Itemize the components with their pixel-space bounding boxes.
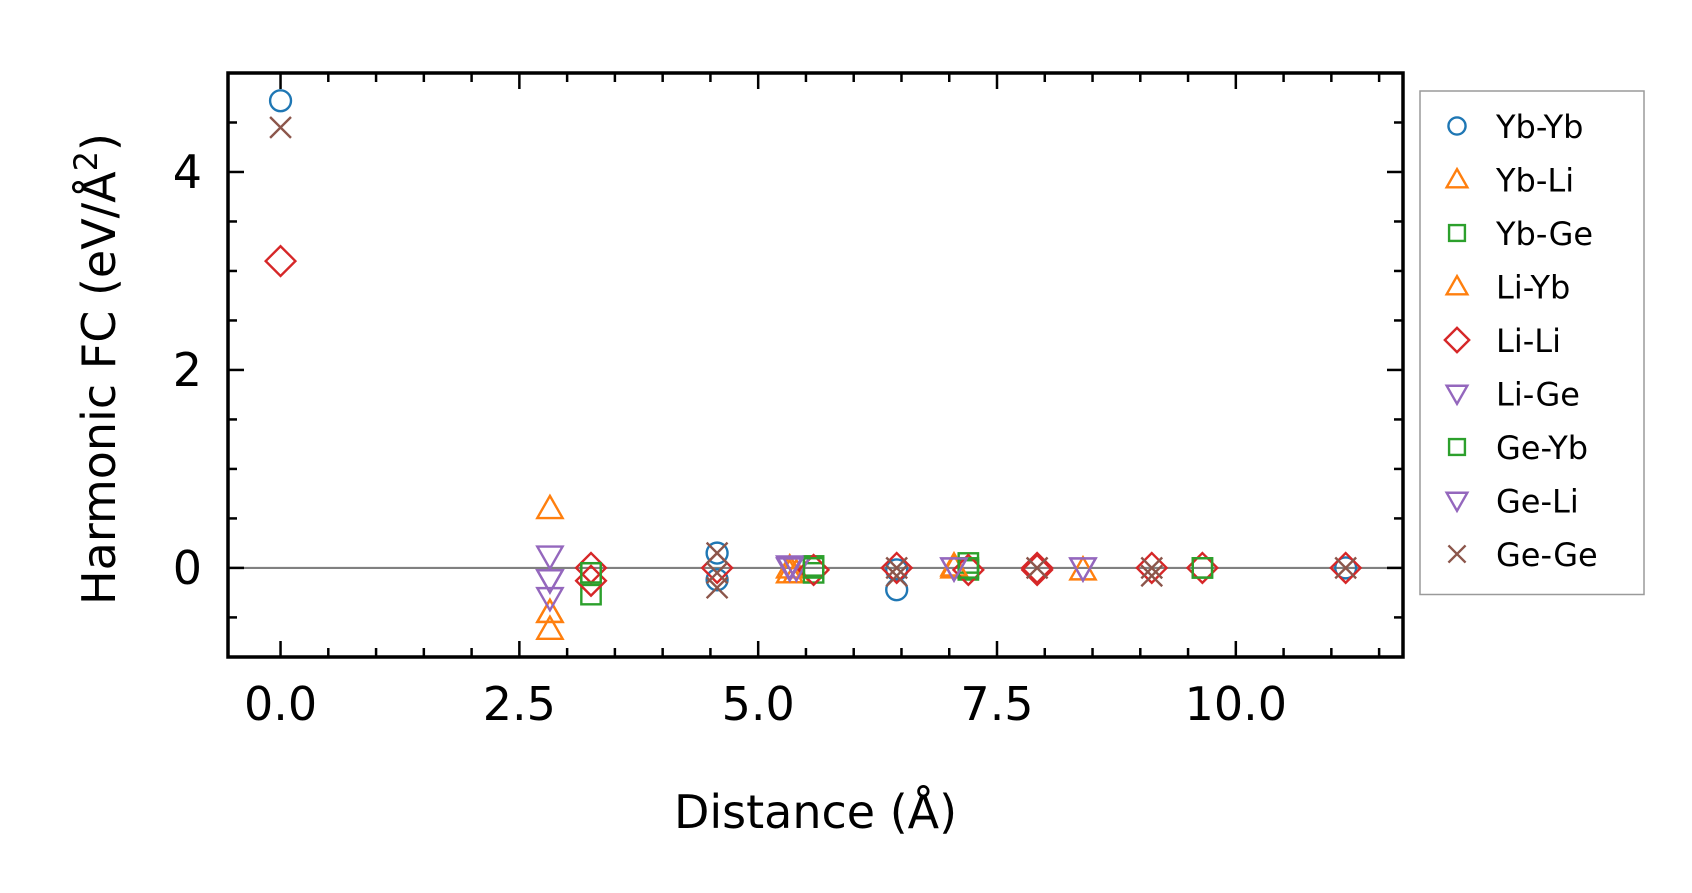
- x-tick-labels: 0.0 2.5 5.0 7.5 10.0: [244, 677, 1287, 731]
- legend-item-yb-li: Yb-Li: [1444, 162, 1574, 200]
- y-tick-labels: 0 2 4: [173, 145, 202, 595]
- series-yb-yb: [268, 89, 1358, 602]
- legend-marker-ge-ge: [1447, 544, 1467, 564]
- point-li-li: [880, 551, 914, 585]
- series-ge-li: [535, 557, 1098, 595]
- legend-marker-yb-ge: [1447, 223, 1467, 243]
- axis-ticks-layer: [228, 73, 1403, 657]
- point-ge-yb: [580, 561, 602, 584]
- legend-marker-li-ge: [1444, 384, 1470, 407]
- legend-item-ge-ge: Ge-Ge: [1447, 536, 1598, 574]
- point-yb-li: [535, 614, 565, 640]
- point-ge-ge: [1025, 556, 1049, 580]
- point-yb-yb: [705, 568, 729, 592]
- legend-marker-li-li: [1443, 326, 1471, 354]
- legend: Yb-Yb Yb-Li Yb-Ge Li-Yb Li-Li Li-Ge Ge-Yb Ge-Li…: [1419, 90, 1645, 596]
- legend-label-yb-li: Yb-Li: [1495, 162, 1574, 200]
- point-ge-li: [774, 557, 805, 583]
- y-axis-label-superscript: 2: [67, 151, 105, 171]
- legend-label-yb-ge: Yb-Ge: [1495, 215, 1593, 253]
- series-ge-ge: [269, 116, 1357, 600]
- point-li-ge: [1068, 557, 1098, 583]
- point-li-yb: [535, 597, 565, 624]
- point-ge-ge: [705, 541, 729, 565]
- point-yb-li: [535, 493, 565, 520]
- legend-marker-yb-li: [1444, 166, 1470, 189]
- x-axis-label: Distance (Å): [674, 785, 957, 839]
- legend-label-ge-li: Ge-Li: [1496, 483, 1579, 521]
- point-yb-yb: [705, 541, 729, 565]
- point-yb-yb: [885, 578, 909, 602]
- point-ge-li: [939, 557, 969, 583]
- point-ge-ge: [1140, 564, 1164, 588]
- legend-marker-ge-li: [1444, 491, 1470, 514]
- y-axis-label: Harmonic FC (eV/Å2): [67, 133, 126, 605]
- point-ge-ge: [885, 564, 908, 588]
- y-tick-label: 2: [173, 343, 202, 397]
- legend-marker-li-yb: [1444, 273, 1470, 296]
- y-axis-label-close: ): [72, 133, 126, 151]
- y-tick-label: 0: [173, 541, 202, 595]
- legend-label-li-yb: Li-Yb: [1496, 269, 1570, 307]
- point-ge-ge: [269, 116, 292, 139]
- point-li-li: [263, 244, 298, 278]
- legend-label-ge-ge: Ge-Ge: [1496, 536, 1598, 574]
- x-tick-label: 5.0: [722, 677, 795, 731]
- series-li-li: [263, 244, 1363, 598]
- point-li-ge: [535, 586, 565, 613]
- legend-item-li-ge: Li-Ge: [1444, 376, 1580, 414]
- point-li-li: [1135, 551, 1169, 585]
- legend-item-yb-yb: Yb-Yb: [1447, 108, 1583, 146]
- legend-item-ge-li: Ge-Li: [1444, 483, 1579, 521]
- legend-label-ge-yb: Ge-Yb: [1496, 429, 1588, 467]
- series-ge-yb: [580, 557, 1214, 584]
- point-ge-yb: [1191, 557, 1214, 579]
- x-tick-label: 10.0: [1185, 677, 1287, 731]
- legend-label-li-ge: Li-Ge: [1496, 376, 1580, 414]
- y-axis-label-main: Harmonic FC (eV/Å: [72, 171, 126, 605]
- x-tick-label: 0.0: [244, 677, 317, 731]
- point-ge-ge: [1140, 556, 1164, 580]
- point-yb-yb: [268, 89, 293, 113]
- point-ge-ge: [1334, 556, 1357, 580]
- point-ge-ge: [705, 576, 729, 600]
- point-ge-li: [1068, 557, 1098, 583]
- point-li-li: [1020, 551, 1054, 585]
- legend-item-yb-ge: Yb-Ge: [1447, 215, 1593, 253]
- point-yb-yb: [1334, 556, 1358, 580]
- legend-label-yb-yb: Yb-Yb: [1495, 108, 1583, 146]
- x-tick-label: 2.5: [483, 677, 556, 731]
- legend-marker-yb-yb: [1447, 116, 1467, 136]
- point-ge-ge: [885, 556, 908, 580]
- legend-item-li-li: Li-Li: [1443, 322, 1561, 360]
- legend-items: Yb-Yb Yb-Li Yb-Ge Li-Yb Li-Li Li-Ge Ge-Yb Ge-Li…: [1443, 108, 1598, 574]
- point-ge-yb: [802, 557, 825, 579]
- legend-marker-ge-yb: [1447, 437, 1467, 457]
- plot-frame: [226, 71, 1405, 659]
- data-points-layer: [263, 89, 1363, 640]
- point-ge-li: [535, 569, 565, 595]
- legend-label-li-li: Li-Li: [1496, 322, 1561, 360]
- legend-item-li-yb: Li-Yb: [1444, 269, 1570, 307]
- y-tick-label: 4: [173, 145, 202, 199]
- point-li-li: [1329, 551, 1363, 585]
- point-li-ge: [535, 545, 565, 572]
- point-ge-yb: [957, 557, 980, 579]
- legend-item-ge-yb: Ge-Yb: [1447, 429, 1588, 467]
- point-yb-ge: [580, 583, 602, 606]
- x-tick-label: 7.5: [960, 677, 1033, 731]
- point-li-li: [1020, 553, 1054, 587]
